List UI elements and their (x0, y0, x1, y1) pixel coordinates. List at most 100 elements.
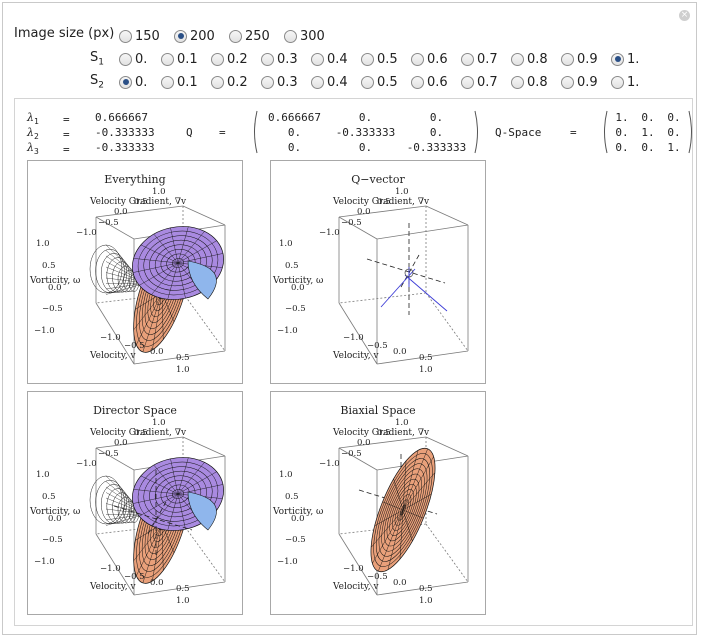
eigenvalue-1-value: 0.666667 (95, 111, 148, 124)
director-axis-line (366, 258, 446, 284)
tick-label: −1.0 (76, 228, 97, 238)
box-edge (338, 292, 427, 304)
radio-button[interactable] (361, 75, 374, 89)
radio-button[interactable] (561, 52, 574, 66)
plot-biaxial[interactable]: Biaxial Space Velocity Gradient, ∇v Vortic… (270, 391, 486, 615)
eigenvalue-3: λ3 (27, 141, 39, 157)
tick-label: 0.0 (291, 514, 305, 524)
image-size-option[interactable]: 200 (174, 27, 215, 45)
tick-label: 0.5 (419, 584, 433, 594)
s1-option[interactable]: 0.3 (261, 50, 298, 68)
image-size-option[interactable]: 150 (119, 27, 160, 45)
radio-button[interactable] (511, 52, 524, 66)
s2-option-label: 0.4 (327, 74, 348, 90)
ellipsoid-mesh (140, 475, 179, 495)
radio-button[interactable] (311, 75, 324, 89)
s2-option[interactable]: 0.1 (161, 73, 198, 91)
s1-option[interactable]: 0.1 (161, 50, 198, 68)
plot-qvector[interactable]: Q−vector Velocity Gradient, ∇v Vorticity, … (270, 160, 486, 384)
radio-button[interactable] (461, 75, 474, 89)
ellipsoid-mesh (133, 258, 179, 264)
s2-option[interactable]: 0. (119, 73, 147, 91)
s1-option[interactable]: 0.8 (511, 50, 548, 68)
box-edge (376, 581, 469, 596)
ellipsoid-mesh (151, 262, 179, 295)
director-axis-line (147, 501, 167, 535)
s2-option-label: 1. (627, 74, 640, 90)
ellipsoid-mesh (402, 509, 413, 542)
radio-button[interactable] (361, 52, 374, 66)
s1-option[interactable]: 0.4 (311, 50, 348, 68)
q-space-eq: = (570, 126, 577, 139)
radio-button[interactable] (311, 52, 324, 66)
axis-label-vorticity: Vorticity, ω (273, 276, 324, 286)
cone-ring (117, 496, 135, 524)
tick-label: 0.5 (134, 428, 148, 438)
radio-button[interactable] (211, 75, 224, 89)
cone-ring (100, 253, 128, 293)
image-size-option-label: 150 (135, 28, 160, 44)
box-edge (338, 447, 378, 471)
radio-button[interactable] (119, 75, 132, 89)
tick-label: −1.0 (277, 557, 298, 567)
radio-button[interactable] (261, 52, 274, 66)
ellipsoid-mesh (133, 523, 163, 562)
cone-ring (117, 265, 135, 293)
s2-option[interactable]: 0.5 (361, 73, 398, 91)
box-edge (338, 205, 427, 218)
radio-button[interactable] (211, 52, 224, 66)
radio-button[interactable] (411, 52, 424, 66)
s1-option[interactable]: 0.9 (561, 50, 598, 68)
s2-option-label: 0.8 (527, 74, 548, 90)
box-edge (95, 292, 184, 304)
s1-option[interactable]: 0.7 (461, 50, 498, 68)
s2-option[interactable]: 0.4 (311, 73, 348, 91)
radio-button[interactable] (611, 75, 624, 89)
ellipsoid-mesh (177, 253, 224, 264)
radio-button[interactable] (411, 75, 424, 89)
plot-director[interactable]: Director Space Velocity Gradient, ∇v Vorti… (27, 391, 243, 615)
s1-option[interactable]: 1. (611, 50, 639, 68)
radio-button[interactable] (561, 75, 574, 89)
tick-label: 0.5 (285, 492, 299, 502)
box-edge (133, 581, 226, 596)
radio-button[interactable] (119, 29, 132, 43)
radio-button[interactable] (174, 29, 187, 43)
s2-option[interactable]: 0.7 (461, 73, 498, 91)
matrix-cell: 1. (641, 126, 655, 139)
radio-button[interactable] (461, 52, 474, 66)
plot-everything[interactable]: Everything Velocity Gradient, ∇v Vorticity… (27, 160, 243, 384)
image-size-option[interactable]: 250 (229, 27, 270, 45)
s2-option[interactable]: 1. (611, 73, 639, 91)
s2-option[interactable]: 0.9 (561, 73, 598, 91)
radio-button[interactable] (611, 52, 624, 66)
s2-option[interactable]: 0.3 (261, 73, 298, 91)
s2-option[interactable]: 0.6 (411, 73, 448, 91)
tick-label: 1.0 (152, 187, 166, 197)
s2-option[interactable]: 0.8 (511, 73, 548, 91)
radio-button[interactable] (161, 75, 174, 89)
tick-label: 0.5 (42, 261, 56, 271)
radio-button[interactable] (511, 75, 524, 89)
s1-option[interactable]: 0. (119, 50, 147, 68)
axis-label-velocity-gradient: Velocity Gradient, ∇v (90, 428, 187, 438)
image-size-option[interactable]: 300 (284, 27, 325, 45)
radio-button[interactable] (161, 52, 174, 66)
ellipsoid-mesh (142, 292, 163, 353)
box-edge (95, 436, 184, 449)
s1-option[interactable]: 0.2 (211, 50, 248, 68)
tick-label: 0.5 (176, 584, 190, 594)
radio-button[interactable] (229, 29, 242, 43)
radio-button[interactable] (284, 29, 297, 43)
ellipsoid-lobe (187, 260, 217, 300)
s1-option-label: 0.2 (227, 51, 248, 67)
s1-option[interactable]: 0.6 (411, 50, 448, 68)
s1-option[interactable]: 0.5 (361, 50, 398, 68)
ellipsoid-mesh (139, 262, 179, 286)
s2-option[interactable]: 0.2 (211, 73, 248, 91)
radio-button[interactable] (119, 52, 132, 66)
axis-label-velocity: Velocity, v (90, 582, 136, 592)
close-icon[interactable]: × (679, 10, 690, 21)
tick-label: 0.0 (291, 283, 305, 293)
radio-button[interactable] (261, 75, 274, 89)
